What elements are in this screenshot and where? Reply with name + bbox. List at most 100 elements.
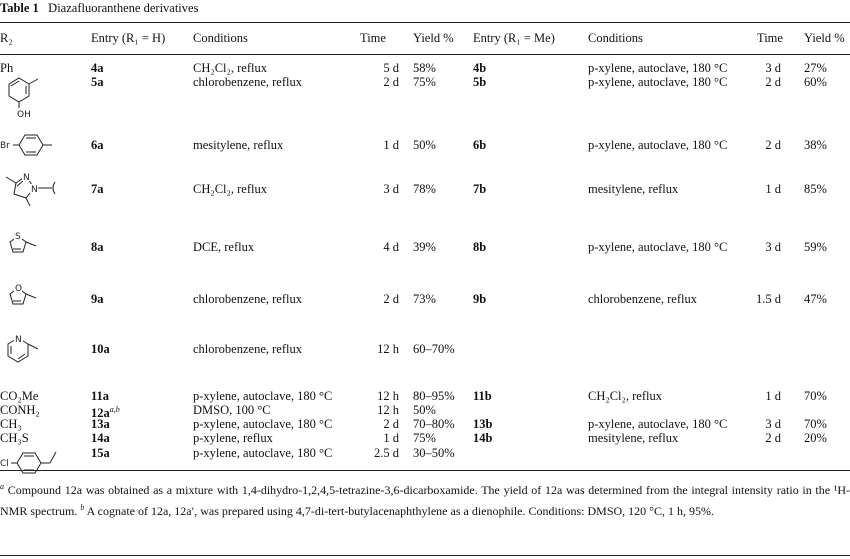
atom-label: S bbox=[15, 232, 21, 242]
table-cell: 3 d bbox=[383, 182, 399, 196]
table-cell: 73% bbox=[413, 292, 436, 306]
table-cell: CONH₂ bbox=[0, 403, 40, 417]
table-cell: 11a bbox=[91, 389, 110, 403]
footnotes: a Compound 12a was obtained as a mixture… bbox=[0, 478, 850, 520]
table-cell: p-xylene, autoclave, 180 °C bbox=[588, 138, 728, 152]
column-header: Conditions bbox=[193, 31, 248, 45]
column-header: Conditions bbox=[588, 31, 643, 45]
table-cell: 59% bbox=[804, 240, 827, 254]
table-cell: 1 d bbox=[383, 431, 399, 445]
table-cell: 27% bbox=[804, 61, 827, 75]
atom-label: N bbox=[23, 173, 30, 183]
table-cell: 75% bbox=[413, 431, 436, 445]
column-header: Yield % bbox=[413, 31, 454, 45]
table-cell: p-xylene, autoclave, 180 °C bbox=[588, 417, 728, 431]
footnote-marker: a bbox=[0, 482, 4, 491]
table-cell: 39% bbox=[413, 240, 436, 254]
footnote-marker: b bbox=[80, 503, 85, 512]
table-cell: 5b bbox=[473, 75, 487, 89]
table-title: Diazafluoranthene derivatives bbox=[48, 1, 199, 15]
table-cell: Ph bbox=[0, 61, 14, 75]
table-cell: 58% bbox=[413, 61, 436, 75]
atom-label: N bbox=[31, 185, 38, 195]
table-cell: 5 d bbox=[383, 61, 399, 75]
table-cell: 2 d bbox=[765, 431, 781, 445]
column-header: Yield % bbox=[804, 31, 845, 45]
table-cell: CH₃ bbox=[0, 417, 22, 431]
table-cell: 1 d bbox=[765, 182, 781, 196]
bond bbox=[25, 197, 31, 207]
table-cell: DCE, reflux bbox=[193, 240, 255, 254]
table-cell: 12 h bbox=[377, 342, 399, 356]
table-cell: chlorobenzene, reflux bbox=[588, 292, 697, 306]
table-label: Table 1 bbox=[0, 1, 39, 15]
rule bbox=[0, 22, 850, 23]
rule bbox=[0, 555, 850, 556]
bond bbox=[49, 451, 57, 464]
bond bbox=[10, 80, 20, 87]
table-cell: 8b bbox=[473, 240, 487, 254]
table-cell: 13a bbox=[91, 417, 110, 431]
table-cell: 3 d bbox=[765, 240, 781, 254]
table-cell: 3 d bbox=[765, 61, 781, 75]
table-cell: 70–80% bbox=[413, 417, 455, 431]
table-cell: 6b bbox=[473, 138, 487, 152]
table-cell: 7a bbox=[91, 182, 104, 196]
table-cell: 4a bbox=[91, 61, 104, 75]
table-cell: 47% bbox=[804, 292, 827, 306]
bond bbox=[17, 353, 26, 360]
table-cell: 38% bbox=[804, 138, 827, 152]
table-cell: mesitylene, reflux bbox=[588, 182, 679, 196]
table-cell: p-xylene, autoclave, 180 °C bbox=[193, 389, 333, 403]
table-cell: 50% bbox=[413, 138, 436, 152]
footnote-ref: a,b bbox=[109, 405, 120, 414]
bond bbox=[25, 241, 37, 247]
bond bbox=[27, 343, 39, 350]
table-cell: 50% bbox=[413, 403, 436, 417]
atom-label: OH bbox=[17, 110, 31, 120]
table-cell: 60–70% bbox=[413, 342, 455, 356]
footnote-text: A cognate of 12a, 12a′, was prepared usi… bbox=[86, 504, 714, 518]
table-cell: 1 d bbox=[383, 138, 399, 152]
rule bbox=[0, 470, 850, 471]
table-cell: CO₂Me bbox=[0, 389, 39, 403]
table-cell: 11b bbox=[473, 389, 492, 403]
table-cell: 80–95% bbox=[413, 389, 455, 403]
table-cell: mesitylene, reflux bbox=[588, 431, 679, 445]
table-cell: CH₃S bbox=[0, 431, 29, 445]
table-cell: p-xylene, autoclave, 180 °C bbox=[588, 240, 728, 254]
table-cell: 1 d bbox=[765, 389, 781, 403]
column-header: Entry (R₁ = Me) bbox=[473, 31, 555, 45]
table-cell: 6a bbox=[91, 138, 104, 152]
table-cell: 5a bbox=[91, 75, 104, 89]
table-cell: 20% bbox=[804, 431, 827, 445]
table-cell: 70% bbox=[804, 389, 827, 403]
table-cell: CH₂Cl₂, reflux bbox=[193, 182, 267, 196]
table-cell: p-xylene, autoclave, 180 °C bbox=[588, 75, 728, 89]
table-cell: 9a bbox=[91, 292, 104, 306]
column-header: Time bbox=[360, 31, 386, 45]
bond bbox=[16, 180, 24, 187]
table-cell: 2 d bbox=[383, 417, 399, 431]
table-cell: DMSO, 100 °C bbox=[193, 403, 271, 417]
table-cell: 2 d bbox=[765, 75, 781, 89]
table-cell: 8a bbox=[91, 240, 104, 254]
table-cell: 1.5 d bbox=[756, 292, 781, 306]
table-cell: 78% bbox=[413, 182, 436, 196]
table-cell: 2.5 d bbox=[374, 446, 399, 460]
table-cell: 2 d bbox=[383, 75, 399, 89]
table-cell: CH₂Cl₂, reflux bbox=[588, 389, 662, 403]
table-cell: 14a bbox=[91, 431, 110, 445]
atom-label: N bbox=[15, 335, 22, 345]
table-cell: mesitylene, reflux bbox=[193, 138, 284, 152]
rule bbox=[0, 54, 850, 55]
ring bbox=[8, 77, 30, 103]
table-cell: CH₂Cl₂, reflux bbox=[193, 61, 267, 75]
column-header: R₂ bbox=[0, 31, 13, 45]
table-cell: 70% bbox=[804, 417, 827, 431]
column-header: Time bbox=[757, 31, 783, 45]
table-cell: p-xylene, autoclave, 180 °C bbox=[193, 417, 333, 431]
table-cell: 4 d bbox=[383, 240, 399, 254]
table-cell: chlorobenzene, reflux bbox=[193, 75, 302, 89]
